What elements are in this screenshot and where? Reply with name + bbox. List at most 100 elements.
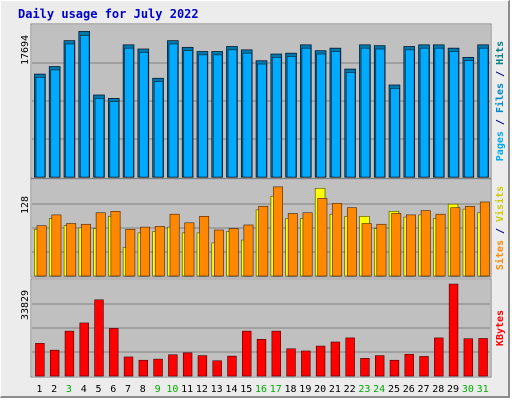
x-label-15: 15 [240,384,252,395]
bar-kbytes-11 [182,352,193,377]
legend-part-1: / [495,222,506,240]
x-label-12: 12 [196,384,208,395]
panel-hits-files-pages: 17694 Pages / Files / Hits [20,23,506,179]
x-label-5: 5 [95,384,101,395]
legend-part-2: Visits [494,186,506,222]
x-label-16: 16 [255,384,267,395]
bar-sites-22 [346,207,357,277]
bar-sites-17 [273,186,283,277]
bar-files-28 [434,47,444,178]
bar-files-13 [212,54,223,178]
bar-files-5 [94,98,105,178]
bar-kbytes-7 [123,356,134,377]
bar-sites-24 [376,223,387,277]
bar-sites-28 [435,213,446,277]
bar-files-17 [272,57,282,178]
bar-files-9 [153,81,164,178]
bar-files-27 [419,47,430,178]
bar-kbytes-6 [109,328,119,377]
bar-files-2 [50,69,60,178]
bar-kbytes-28 [434,337,444,377]
bar-sites-1 [36,225,47,277]
bar-files-23 [360,47,371,178]
bar-sites-13 [213,229,224,277]
bar-sites-5 [95,212,106,277]
bar-kbytes-18 [286,348,296,377]
bar-sites-7 [125,228,136,277]
bar-sites-19 [302,212,313,277]
bar-kbytes-8 [138,359,148,377]
bar-files-12 [198,54,208,178]
y-max-label: 33829 [20,290,31,320]
x-label-31: 31 [477,384,489,395]
x-label-23: 23 [358,384,370,395]
x-label-19: 19 [299,384,311,395]
x-label-7: 7 [125,384,131,395]
bar-kbytes-2 [49,349,60,377]
bar-sites-26 [406,214,416,277]
bar-sites-29 [450,207,461,277]
bar-files-4 [80,35,90,178]
x-label-30: 30 [462,384,474,395]
panel-kbytes: 33829 KBytes [20,278,506,378]
x-label-10: 10 [166,384,178,395]
bar-kbytes-29 [448,283,459,377]
bar-files-1 [35,77,46,178]
bar-files-10 [168,43,179,178]
bar-files-26 [405,49,415,178]
bar-files-31 [478,47,489,178]
x-label-27: 27 [417,384,429,395]
bar-sites-10 [169,213,180,277]
legend-label: Sites / Visits [494,186,506,270]
bar-files-30 [464,60,474,178]
bar-kbytes-3 [64,330,75,377]
bar-files-29 [449,51,459,178]
x-label-18: 18 [285,384,297,395]
bar-files-6 [109,101,119,178]
bar-kbytes-10 [168,354,178,377]
chart-title: Daily usage for July 2022 [18,7,199,21]
x-label-1: 1 [36,384,42,395]
bar-files-24 [375,48,385,178]
bar-kbytes-27 [419,356,429,377]
bar-kbytes-24 [375,355,385,377]
x-label-21: 21 [329,384,341,395]
legend-part-2: Files [494,83,506,113]
bar-sites-11 [184,222,195,277]
x-label-11: 11 [181,384,193,395]
bar-sites-3 [66,223,77,277]
bar-kbytes-12 [197,355,208,377]
x-label-22: 22 [344,384,356,395]
bar-kbytes-13 [212,360,222,377]
bar-sites-20 [317,198,328,277]
legend-part-0: KBytes [495,310,506,346]
bar-sites-12 [199,216,210,277]
bar-kbytes-22 [345,337,355,377]
y-max-label: 128 [20,196,31,214]
bar-kbytes-23 [360,358,370,377]
bar-sites-9 [154,226,165,277]
bar-kbytes-25 [389,359,400,377]
panel-border [30,23,492,179]
x-label-25: 25 [388,384,400,395]
bar-kbytes-5 [94,299,104,377]
x-label-14: 14 [225,384,237,395]
x-axis-labels: 1 2 3 4 5 6 7 8 9 10 11 12 13 14 15 16 17 18 19 20 21 22 23 24 2… [36,384,488,395]
bar-sites-23 [361,223,372,277]
legend-part-1: / [495,113,506,131]
x-label-17: 17 [270,384,282,395]
bar-kbytes-1 [35,343,45,377]
x-label-2: 2 [51,384,57,395]
bar-kbytes-21 [330,341,341,377]
bar-kbytes-15 [242,330,252,377]
x-label-20: 20 [314,384,326,395]
x-label-29: 29 [447,384,459,395]
bar-sites-14 [228,228,239,277]
bar-files-16 [257,63,267,178]
x-label-6: 6 [110,384,116,395]
bar-files-18 [286,56,297,178]
y-max-label: 17694 [20,35,31,65]
x-label-24: 24 [373,384,385,395]
bar-sites-25 [391,213,402,277]
bar-sites-18 [287,213,298,277]
